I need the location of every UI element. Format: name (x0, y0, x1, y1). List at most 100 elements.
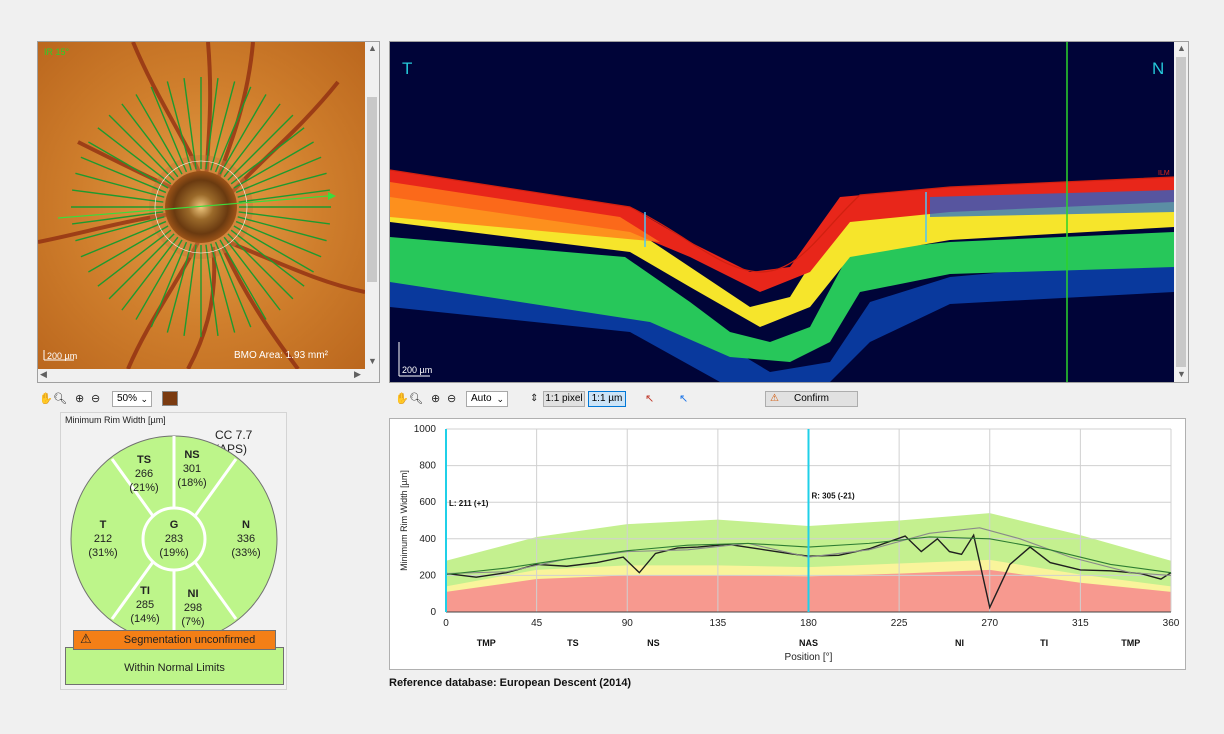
sector-g-value: 283 (165, 533, 183, 545)
fit-height-icon[interactable]: ⇕ (530, 393, 539, 404)
x-tick-label: 315 (1072, 618, 1089, 629)
scroll-thumb[interactable] (367, 97, 377, 282)
sector-diagram: TS 266 (21%) NS 301 (18%) T 212 (31%) G … (70, 435, 278, 643)
cursor-label-1: R: 305 (-21) (812, 492, 855, 501)
contrast-select[interactable]: Auto ⌄ (466, 391, 508, 407)
sector-n-value: 336 (237, 533, 255, 545)
bmo-area-label: BMO Area: 1.93 mm² (234, 350, 329, 361)
sector-g-pct: (19%) (159, 547, 188, 559)
y-tick-label: 0 (430, 607, 436, 618)
chevron-down-icon: ⌄ (140, 394, 148, 404)
fundus-horizontal-scrollbar[interactable]: ◀ ▶ (38, 369, 365, 382)
sector-ns-pct: (18%) (177, 477, 206, 489)
edit-bmo-icon[interactable]: ↖ (679, 393, 689, 405)
confirm-label: Confirm (793, 393, 829, 404)
confirm-button[interactable]: ⚠ Confirm (765, 391, 858, 407)
edit-segmentation-icon[interactable]: ↖ (645, 393, 655, 405)
y-tick-label: 400 (419, 534, 436, 545)
scroll-left-icon[interactable]: ◀ (40, 369, 47, 379)
scroll-down-icon[interactable]: ▼ (368, 356, 377, 366)
sector-t-code: T (100, 519, 107, 531)
zoom-out-icon[interactable]: ⊖ (447, 393, 457, 405)
chevron-down-icon: ⌄ (496, 394, 504, 404)
pan-hand-icon[interactable]: ✋ (39, 393, 53, 405)
pan-hand-icon[interactable]: ✋ (395, 393, 409, 405)
sector-ni-code: NI (188, 588, 199, 600)
sector-n-pct: (33%) (231, 547, 260, 559)
x-tick-label: 0 (443, 618, 449, 629)
x-tick-label: 90 (622, 618, 634, 629)
sector-ti-value: 285 (136, 599, 154, 611)
y-tick-label: 1000 (414, 424, 437, 435)
zoom-out-icon[interactable]: ⊖ (91, 393, 101, 405)
reference-database-label: Reference database: European Descent (20… (389, 677, 632, 689)
sector-axis-label: TI (1040, 638, 1048, 648)
fundus-scale-bar: 200 µm (47, 351, 77, 361)
warning-icon: ⚠ (770, 393, 779, 404)
sector-axis-label: TMP (477, 638, 496, 648)
warning-label: Segmentation unconfirmed (123, 634, 256, 646)
scroll-down-icon[interactable]: ▼ (1177, 369, 1186, 379)
mrw-profile-chart[interactable]: 0 45 90 135 180 225 270 315 360 0 200 400 600 800 1000… (390, 419, 1185, 669)
zoom-tool-icon[interactable]: 🔍︎ (53, 393, 67, 405)
oct-toolbar: ✋ 🔍︎ ⊕ ⊖ Auto ⌄ ⇕ 1:1 pixel 1:1 µm ↖ ↖ ⚠ … (389, 390, 869, 408)
sector-axis-label: NAS (799, 638, 818, 648)
x-tick-label: 225 (891, 618, 908, 629)
fundus-image[interactable]: IR 15° 200 µm BMO Area: 1.93 mm² (38, 42, 365, 369)
y-tick-label: 800 (419, 461, 436, 472)
x-tick-label: 180 (800, 618, 817, 629)
sector-ns-value: 301 (183, 463, 201, 475)
zoom-in-icon[interactable]: ⊕ (75, 393, 85, 405)
scroll-thumb[interactable] (1176, 57, 1186, 367)
scroll-up-icon[interactable]: ▲ (368, 43, 377, 53)
one-to-one-um-button[interactable]: 1:1 µm (588, 391, 626, 407)
mrw-chart-panel: 0 45 90 135 180 225 270 315 360 0 200 400 600 800 1000… (389, 418, 1186, 670)
scroll-right-icon[interactable]: ▶ (354, 369, 361, 379)
y-tick-label: 600 (419, 497, 436, 508)
sector-ni-value: 298 (184, 602, 202, 614)
sector-ts-code: TS (137, 454, 151, 466)
x-tick-label: 45 (531, 618, 543, 629)
x-tick-label: 135 (710, 618, 727, 629)
classification-label: Within Normal Limits (124, 662, 225, 674)
fundus-vertical-scrollbar[interactable]: ▲ ▼ (365, 42, 379, 369)
oct-bscan-image[interactable]: T N ILM 200 µm (390, 42, 1174, 382)
sector-axis-label: TMP (1121, 638, 1140, 648)
y-axis-title: Minimum Rim Width [µm] (399, 470, 409, 571)
x-axis-title: Position [°] (785, 652, 833, 663)
contrast-value: Auto (471, 393, 492, 404)
sector-axis-label: TS (567, 638, 579, 648)
segmentation-warning-banner: ⚠ Segmentation unconfirmed (73, 630, 276, 650)
zoom-tool-icon[interactable]: 🔍︎ (409, 393, 423, 405)
sector-t-pct: (31%) (88, 547, 117, 559)
sector-ts-pct: (21%) (129, 482, 158, 494)
oct-nasal-label: N (1152, 59, 1164, 78)
sector-axis-label: NI (955, 638, 964, 648)
x-tick-label: 360 (1163, 618, 1180, 629)
cursor-label-0: L: 211 (+1) (449, 499, 489, 508)
sector-panel: Minimum Rim Width [µm] CC 7.7 (APS) TS 2… (60, 412, 287, 690)
radial-scan-lines (71, 77, 331, 337)
sector-t-value: 212 (94, 533, 112, 545)
sector-ni-pct: (7%) (181, 616, 204, 628)
one-to-one-pixel-button[interactable]: 1:1 pixel (543, 391, 585, 407)
ilm-label: ILM (1158, 170, 1170, 177)
image-mode-icon[interactable] (162, 391, 178, 406)
sector-g-code: G (170, 519, 179, 531)
sector-axis-label: NS (647, 638, 660, 648)
fundus-panel: IR 15° 200 µm BMO Area: 1.93 mm² ▲ ▼ ◀ ▶ (37, 41, 380, 383)
sector-ns-code: NS (184, 449, 199, 461)
fundus-toolbar: ✋ 🔍︎ ⊕ ⊖ 50% ⌄ (37, 390, 197, 408)
sector-ti-code: TI (140, 585, 150, 597)
sector-ts-value: 266 (135, 468, 153, 480)
x-tick-label: 270 (981, 618, 998, 629)
warning-icon: ⚠ (80, 631, 92, 646)
oct-vertical-scrollbar[interactable]: ▲ ▼ (1174, 42, 1188, 382)
scroll-up-icon[interactable]: ▲ (1177, 43, 1186, 53)
zoom-value: 50% (117, 393, 138, 404)
zoom-in-icon[interactable]: ⊕ (431, 393, 441, 405)
oct-temporal-label: T (402, 59, 412, 78)
oct-scale-bar: 200 µm (402, 365, 432, 375)
fundus-corner-label: IR 15° (44, 47, 70, 57)
zoom-select[interactable]: 50% ⌄ (112, 391, 152, 407)
